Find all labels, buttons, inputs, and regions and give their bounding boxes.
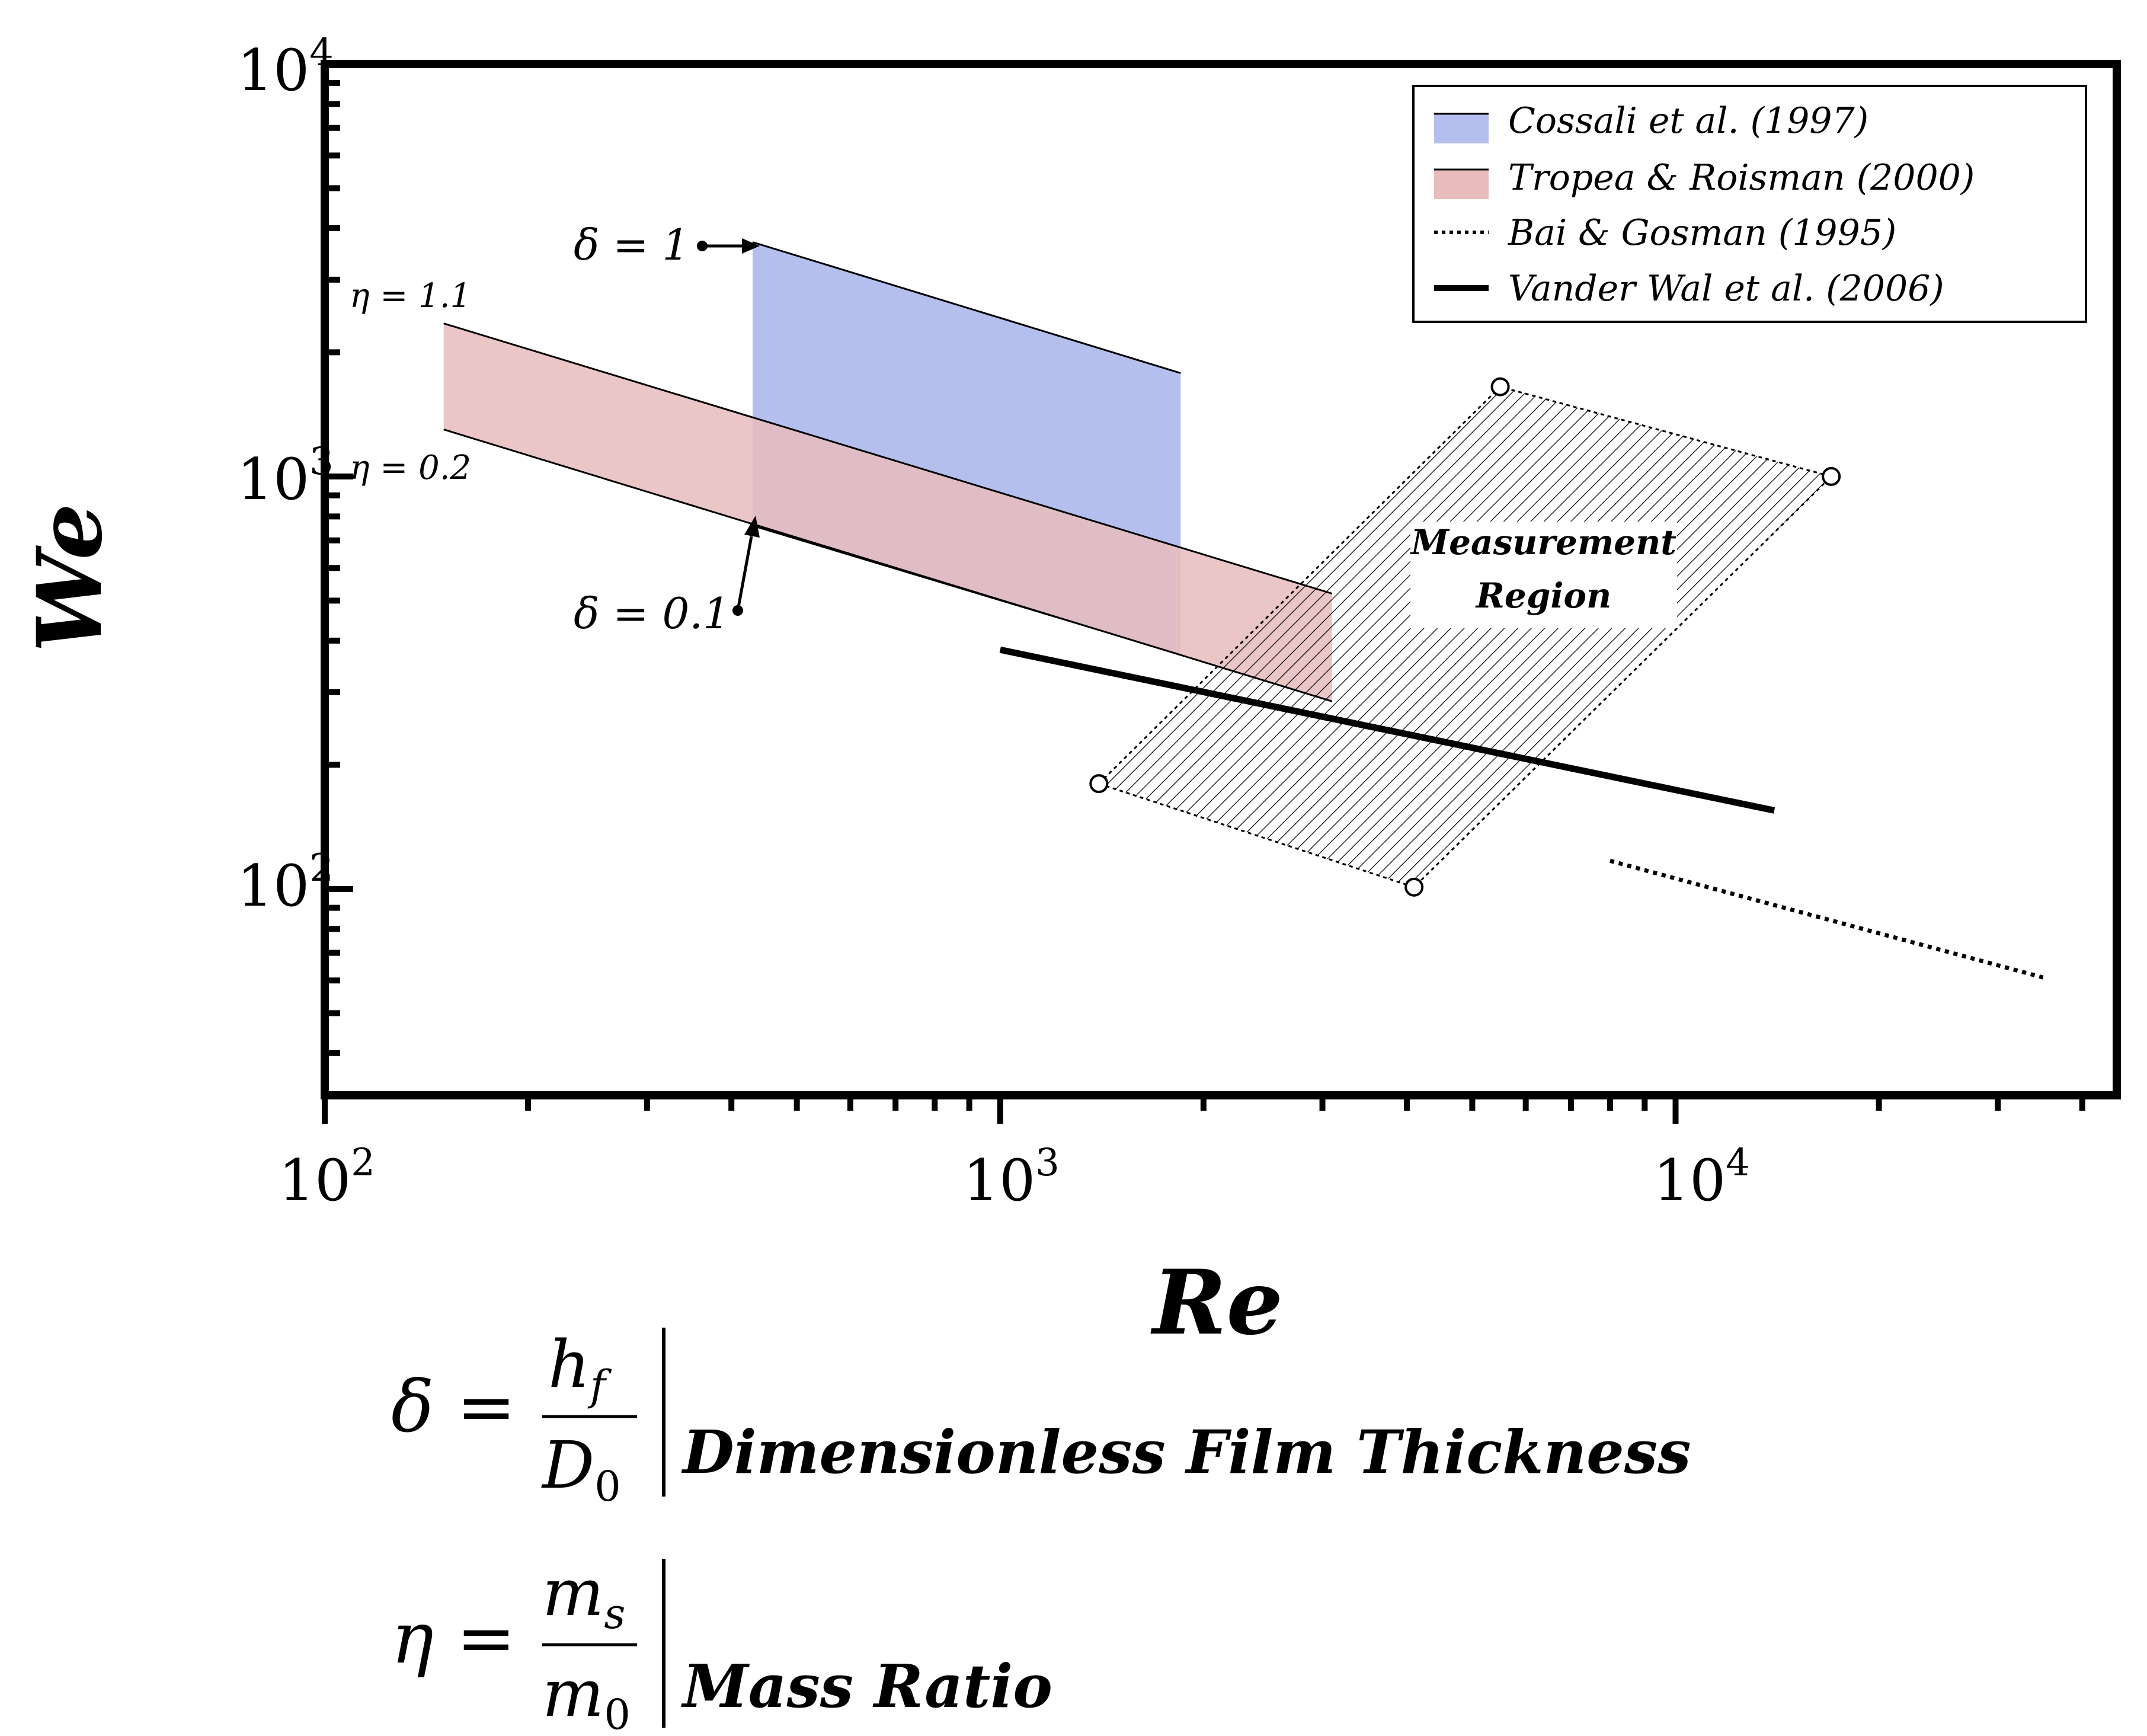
band-upper-edge-cossali-et-al-1997 [752, 241, 1181, 375]
legend-swatch-cossali [1434, 114, 1489, 143]
legend-label-bai: Bai & Gosman (1995) [1508, 212, 1896, 254]
measurement-region [1089, 377, 1841, 897]
annotation-eta-1-1: η = 1.1 [350, 277, 471, 315]
x-tick-label-3: 103 [963, 1141, 1060, 1214]
band-tropea-roisman-2000 [443, 323, 1332, 702]
definition-eta-description: Mass Ratio [681, 1651, 1052, 1721]
band-lower-edge-tropea-roisman-2000 [443, 429, 1333, 702]
ticks [322, 61, 2085, 1124]
region-vertex-2 [1490, 377, 1510, 397]
region-label-line1: Measurement [1410, 522, 1676, 562]
definition-delta: δ = hf D0 Dimensionless Film Thickness [391, 1326, 1691, 1511]
x-axis-label: Re [1150, 1251, 1283, 1355]
definition-eta-numerator: ms [542, 1555, 625, 1638]
y-axis-label: We [18, 503, 122, 653]
region-label-line2: Region [1475, 576, 1612, 616]
region-vertex-4 [1404, 877, 1424, 897]
legend-label-vanderwal: Vander Wal et al. (2006) [1508, 268, 1944, 309]
legend-label-tropea: Tropea & Roisman (2000) [1508, 157, 1975, 199]
definition-delta-denominator: D0 [541, 1427, 621, 1511]
annotation-eta-0-2: η = 0.2 [350, 449, 471, 487]
delta-1-arrow [697, 238, 760, 254]
axes [321, 60, 2121, 1099]
region-label-box [1410, 522, 1677, 628]
legend: Cossali et al. (1997) Tropea & Roisman (… [1412, 85, 2087, 323]
definition-delta-numerator: hf [548, 1326, 612, 1410]
legend-swatch-tropea [1434, 170, 1489, 199]
region-polygon [1097, 385, 1834, 888]
definition-eta-denominator: m0 [542, 1655, 631, 1736]
definition-delta-description: Dimensionless Film Thickness [681, 1417, 1691, 1487]
annotation-delta-1: δ = 1 [574, 220, 689, 270]
annotation-delta-0-1: δ = 0.1 [574, 589, 730, 638]
delta-0-1-arrow [732, 516, 760, 616]
region-vertex-3 [1822, 466, 1841, 486]
data-bands [443, 241, 1333, 702]
y-tick-label-2: 102 [237, 846, 334, 919]
line-bai-gosman-1995 [1610, 859, 2044, 980]
legend-label-cossali: Cossali et al. (1997) [1508, 100, 1868, 142]
x-tick-label-2: 102 [279, 1141, 375, 1214]
band-upper-edge-tropea-roisman-2000 [443, 322, 1333, 594]
definition-delta-lhs: δ = [391, 1366, 516, 1449]
y-tick-label-4: 104 [237, 31, 334, 104]
definition-eta: η = ms m0 Mass Ratio [391, 1555, 1052, 1736]
region-vertex-1 [1089, 774, 1109, 794]
y-tick-label-3: 103 [237, 440, 334, 513]
definition-eta-lhs: η = [391, 1597, 516, 1680]
legend-box [1412, 85, 2087, 323]
x-tick-label-4: 104 [1653, 1141, 1750, 1214]
